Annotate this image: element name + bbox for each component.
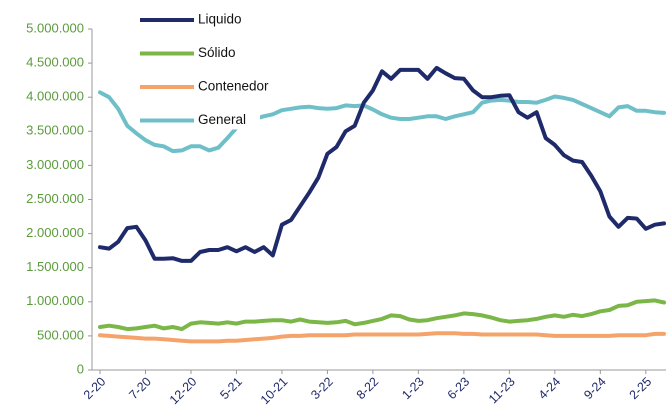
x-tick-label: 12-20 [167,375,200,408]
legend-bg [136,44,260,63]
y-tick-label: 2.500.000 [26,191,84,206]
legend-bg [136,11,260,29]
y-tick-label: 4.000.000 [26,89,84,104]
y-tick-label: 3.000.000 [26,157,84,172]
legend-label: Sólido [198,45,236,60]
x-tick-label: 1-23 [399,375,427,403]
y-tick-label: 5.000.000 [26,20,84,35]
x-tick-label: 2-20 [81,375,109,403]
x-tick-label: 3-22 [308,375,336,403]
x-tick-label: 11-23 [486,375,518,407]
series-line [98,90,666,154]
x-tick-label: 4-24 [536,375,564,403]
legend-label: Liquido [198,12,242,27]
x-tick-label: 6-23 [445,375,473,403]
y-tick-label: 500.000 [37,327,84,342]
y-tick-label: 3.500.000 [26,123,84,138]
legend-bg [136,111,260,130]
y-tick-label: 2.000.000 [26,225,84,240]
y-tick-label: 1.500.000 [26,259,84,274]
x-tick-label: 5-21 [217,375,245,403]
x-tick-label: 10-21 [258,375,291,408]
legend-label: Contenedor [198,79,269,94]
x-tick-label: 8-22 [354,375,382,403]
series-line [98,331,666,344]
series-line [98,65,666,263]
y-tick-label: 0 [77,361,84,376]
y-tick-label: 4.500.000 [26,55,84,70]
y-tick-label: 1.000.000 [26,293,84,308]
x-tick-label: 2-25 [627,375,655,403]
x-tick-label: 7-20 [126,375,154,403]
legend-bg [136,78,260,96]
series-line [98,298,666,332]
legend: Liquido Sólido Contenedor General [136,11,269,130]
x-tick-label: 9-24 [581,375,609,403]
legend-label: General [198,112,246,127]
